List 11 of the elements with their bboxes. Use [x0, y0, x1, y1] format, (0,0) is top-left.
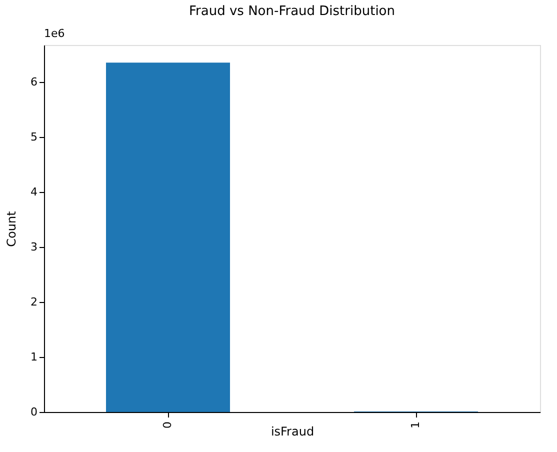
y-tick-label: 4: [30, 185, 38, 198]
chart-title: Fraud vs Non-Fraud Distribution: [189, 4, 395, 19]
y-axis-title: Count: [4, 210, 18, 247]
y-tick-label: 0: [30, 406, 38, 418]
x-axis-title: isFraud: [270, 424, 314, 438]
y-tick-label: 6: [30, 75, 38, 88]
text: 1e6: [44, 27, 65, 40]
y-tick-label: 2: [30, 295, 38, 308]
y-tick-label: 3: [30, 240, 38, 254]
y-tick-label: 1: [30, 350, 38, 364]
y-tick-label: 5: [30, 130, 38, 144]
